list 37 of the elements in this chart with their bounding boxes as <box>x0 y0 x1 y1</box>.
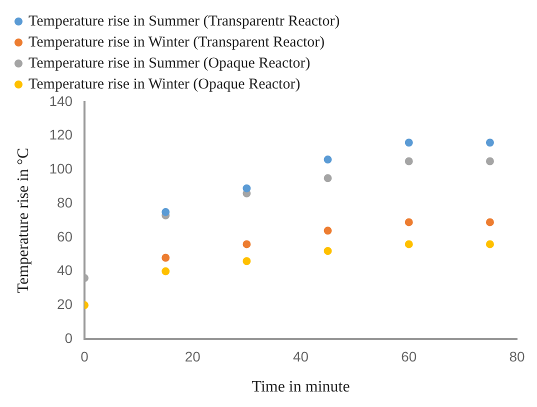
point <box>486 240 494 248</box>
x-tick-label: 0 <box>80 348 89 364</box>
legend-label: Temperature rise in Summer (Opaque Reactor) <box>28 55 310 72</box>
point <box>404 157 413 166</box>
legend-label: Temperature rise in Summer (Transparentr Reactor) <box>28 13 340 30</box>
y-tick-label: 40 <box>56 262 73 278</box>
point <box>162 208 170 216</box>
point <box>162 267 170 276</box>
point <box>404 218 413 226</box>
point <box>486 157 494 166</box>
x-axis-title: Time in minute <box>252 378 350 396</box>
x-tick-label: 80 <box>509 348 525 364</box>
point <box>324 246 332 255</box>
y-tick-label: 120 <box>49 126 73 143</box>
legend-label: Temperature rise in Winter (Transparent Reactor) <box>28 34 325 50</box>
point <box>242 257 251 266</box>
x-tick-label: 40 <box>292 348 309 364</box>
point <box>404 138 413 147</box>
point <box>404 240 413 248</box>
x-tick-label: 20 <box>184 348 201 364</box>
point <box>486 138 494 147</box>
point <box>324 174 332 182</box>
y-tick-label: 100 <box>49 160 73 177</box>
y-tick-label: 80 <box>56 194 73 210</box>
y-tick-label: 0 <box>64 330 73 346</box>
point <box>486 218 494 226</box>
point <box>324 156 332 164</box>
point <box>162 254 170 262</box>
point <box>324 226 332 235</box>
y-axis-title: Temperature rise in °C <box>14 148 32 294</box>
point <box>242 240 251 248</box>
y-tick-label: 140 <box>49 92 73 109</box>
y-tick-label: 20 <box>56 296 73 312</box>
point <box>242 184 251 192</box>
legend-label: Temperature rise in Winter (Opaque Reactor) <box>28 76 300 92</box>
y-tick-label: 60 <box>56 228 73 244</box>
x-tick-label: 60 <box>401 348 417 364</box>
